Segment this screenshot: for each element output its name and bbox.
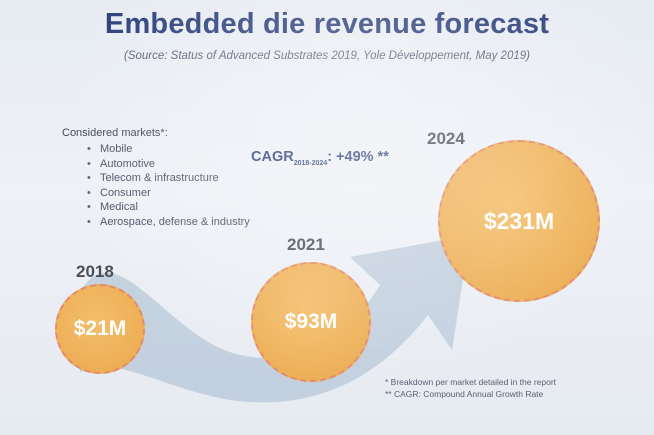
footnote: * Breakdown per market detailed in the r… [385,377,557,387]
list-item: Medical [87,200,250,215]
cagr-value: : +49% ** [327,149,389,165]
markets-block: Considered markets*: Mobile Automotive T… [62,127,250,229]
list-item: Telecom & infrastructure [87,171,250,186]
footnote: ** CAGR: Compound Annual Growth Rate [385,389,544,399]
revenue-circle-2021: $93M [251,262,371,382]
cagr-period: 2018-2024 [293,160,328,167]
list-item: Aerospace, defense & industry [87,215,250,230]
revenue-circle-2018: $21M [55,284,145,374]
revenue-circle-2024: $231M [438,140,600,302]
cagr-label: CAGR2018-2024: +49% ** [251,149,389,167]
list-item: Mobile [87,142,250,157]
slide-title: Embedded die revenue forecast [104,8,550,40]
list-item: Consumer [87,186,250,201]
slide-subtitle: (Source: Status of Advanced Substrates 2… [124,50,530,62]
year-label-2024: 2024 [427,129,465,148]
markets-heading: Considered markets*: [62,127,168,139]
markets-list: Mobile Automotive Telecom & infrastructu… [62,142,250,229]
list-item: Automotive [87,157,250,172]
cagr-text: CAGR [251,149,294,165]
year-label-2021: 2021 [287,235,325,254]
year-label-2018: 2018 [76,262,114,281]
footnotes: * Breakdown per market detailed in the r… [385,376,556,400]
